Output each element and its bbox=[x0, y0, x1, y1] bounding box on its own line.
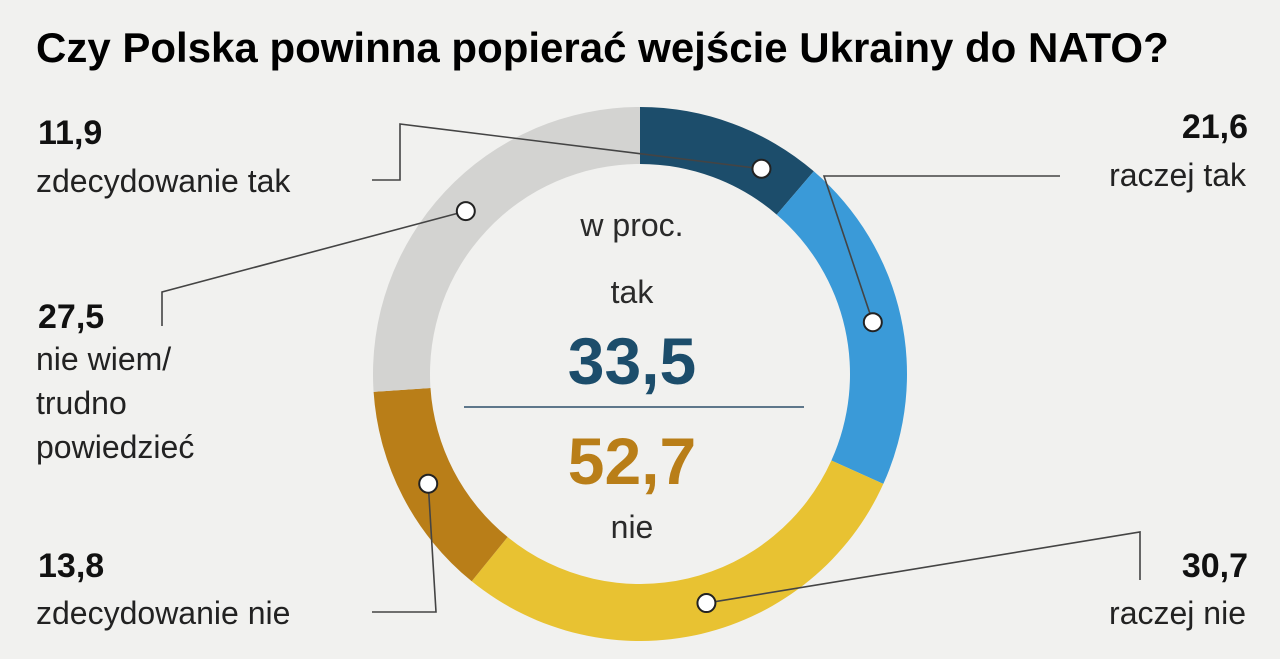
leader-line-nie-wiem-trudno-powiedzieć bbox=[161, 210, 467, 326]
slice-label-raczej-nie: raczej nie bbox=[1109, 595, 1246, 631]
slice-value-raczej-nie: 30,7 bbox=[1182, 547, 1248, 585]
donut-slice-zdecydowanie-tak bbox=[640, 107, 814, 215]
chart-title: Czy Polska powinna popierać wejście Ukra… bbox=[36, 24, 1169, 71]
unit-label: w proc. bbox=[579, 207, 683, 243]
summary-no-value: 52,7 bbox=[568, 424, 696, 498]
leader-lines bbox=[161, 123, 1141, 614]
slice-label-nie-wiem-line2: trudno bbox=[36, 385, 127, 421]
slice-marker-nie-wiem-trudno-powiedzieć bbox=[455, 201, 476, 222]
summary-no-label: nie bbox=[611, 509, 654, 545]
slice-marker-raczej-tak bbox=[862, 312, 883, 333]
slice-label-nie-wiem-line1: nie wiem/ bbox=[36, 341, 171, 377]
slice-label-zdecydowanie-nie: zdecydowanie nie bbox=[36, 595, 290, 631]
slice-label-raczej-tak: raczej tak bbox=[1109, 157, 1247, 193]
leader-line-zdecydowanie-tak bbox=[372, 123, 762, 181]
slice-value-zdecydowanie-tak: 11,9 bbox=[38, 114, 102, 152]
slice-label-zdecydowanie-tak: zdecydowanie tak bbox=[36, 163, 291, 199]
donut-slice-nie-wiem-trudno-powiedzieć bbox=[373, 107, 640, 392]
leader-line-raczej-tak bbox=[822, 175, 1060, 323]
slice-value-zdecydowanie-nie: 13,8 bbox=[38, 547, 104, 585]
slice-value-raczej-tak: 21,6 bbox=[1182, 108, 1248, 146]
slice-marker-zdecydowanie-tak bbox=[751, 158, 772, 179]
slice-marker-raczej-nie bbox=[696, 593, 717, 614]
summary-yes-value: 33,5 bbox=[568, 324, 696, 398]
donut-slice-zdecydowanie-nie bbox=[373, 388, 508, 582]
donut-slice-raczej-nie bbox=[471, 460, 884, 641]
slice-value-nie-wiem: 27,5 bbox=[38, 298, 104, 336]
leader-line-zdecydowanie-nie bbox=[372, 483, 437, 613]
donut-slice-raczej-tak bbox=[776, 171, 907, 484]
leader-line-raczej-nie bbox=[706, 531, 1141, 604]
donut-ring bbox=[373, 107, 907, 641]
summary-yes-label: tak bbox=[611, 274, 655, 310]
slice-marker-zdecydowanie-nie bbox=[418, 473, 439, 494]
slice-label-nie-wiem-line3: powiedzieć bbox=[36, 429, 194, 465]
